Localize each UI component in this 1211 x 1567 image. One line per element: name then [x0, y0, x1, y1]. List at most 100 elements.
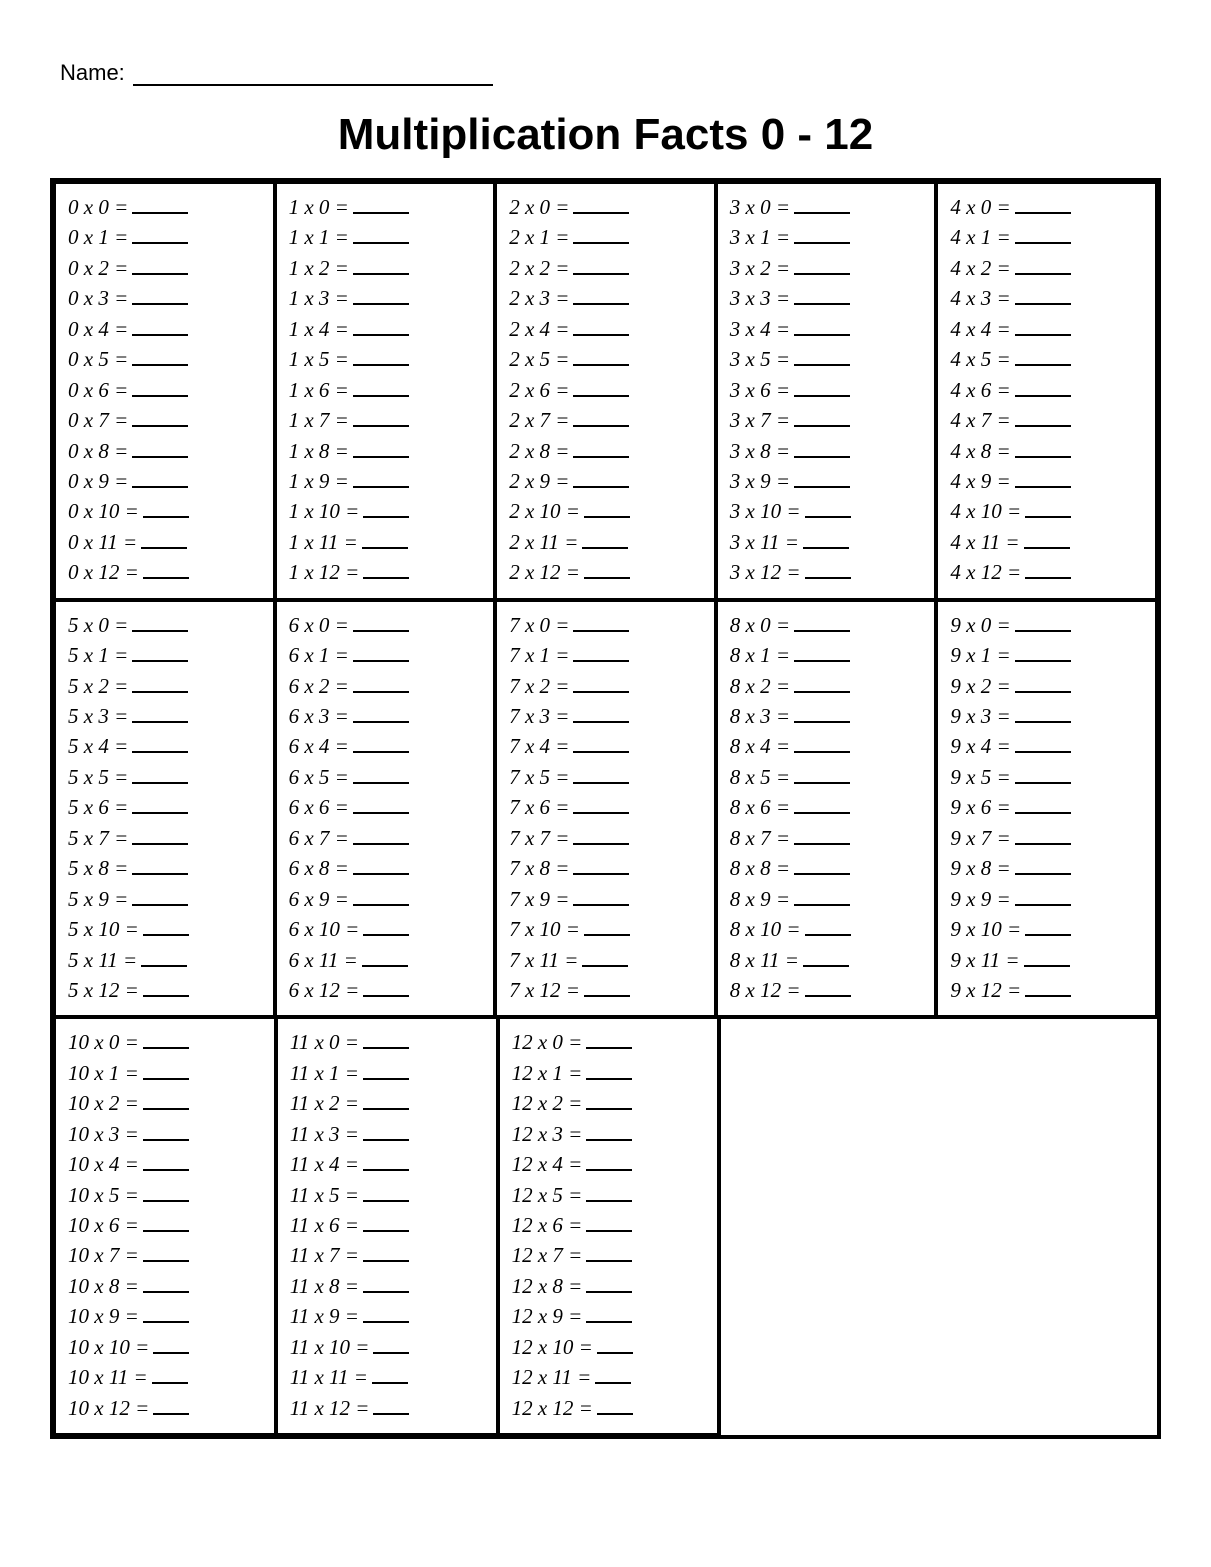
answer-blank[interactable]	[132, 673, 188, 693]
answer-blank[interactable]	[794, 764, 850, 784]
answer-blank[interactable]	[573, 407, 629, 427]
answer-blank[interactable]	[1015, 194, 1071, 214]
answer-blank[interactable]	[132, 194, 188, 214]
answer-blank[interactable]	[353, 734, 409, 754]
answer-blank[interactable]	[353, 764, 409, 784]
answer-blank[interactable]	[573, 377, 629, 397]
answer-blank[interactable]	[363, 1212, 409, 1232]
answer-blank[interactable]	[794, 642, 850, 662]
answer-blank[interactable]	[132, 438, 188, 458]
answer-blank[interactable]	[153, 1395, 189, 1415]
answer-blank[interactable]	[805, 977, 851, 997]
answer-blank[interactable]	[373, 1334, 409, 1354]
answer-blank[interactable]	[132, 825, 188, 845]
answer-blank[interactable]	[584, 977, 630, 997]
answer-blank[interactable]	[141, 529, 187, 549]
answer-blank[interactable]	[132, 255, 188, 275]
answer-blank[interactable]	[586, 1029, 632, 1049]
answer-blank[interactable]	[353, 825, 409, 845]
answer-blank[interactable]	[794, 438, 850, 458]
name-input-line[interactable]	[133, 62, 493, 86]
answer-blank[interactable]	[1024, 529, 1070, 549]
answer-blank[interactable]	[363, 1182, 409, 1202]
answer-blank[interactable]	[1015, 794, 1071, 814]
answer-blank[interactable]	[794, 855, 850, 875]
answer-blank[interactable]	[573, 673, 629, 693]
answer-blank[interactable]	[363, 1151, 409, 1171]
answer-blank[interactable]	[1015, 407, 1071, 427]
answer-blank[interactable]	[362, 947, 408, 967]
answer-blank[interactable]	[582, 529, 628, 549]
answer-blank[interactable]	[353, 642, 409, 662]
answer-blank[interactable]	[132, 407, 188, 427]
answer-blank[interactable]	[1015, 377, 1071, 397]
answer-blank[interactable]	[1015, 612, 1071, 632]
answer-blank[interactable]	[363, 1090, 409, 1110]
answer-blank[interactable]	[363, 916, 409, 936]
answer-blank[interactable]	[794, 825, 850, 845]
answer-blank[interactable]	[573, 346, 629, 366]
answer-blank[interactable]	[363, 1029, 409, 1049]
answer-blank[interactable]	[794, 673, 850, 693]
answer-blank[interactable]	[143, 1151, 189, 1171]
answer-blank[interactable]	[586, 1273, 632, 1293]
answer-blank[interactable]	[353, 673, 409, 693]
answer-blank[interactable]	[143, 1273, 189, 1293]
answer-blank[interactable]	[794, 225, 850, 245]
answer-blank[interactable]	[1015, 642, 1071, 662]
answer-blank[interactable]	[573, 468, 629, 488]
answer-blank[interactable]	[353, 346, 409, 366]
answer-blank[interactable]	[794, 734, 850, 754]
answer-blank[interactable]	[573, 825, 629, 845]
answer-blank[interactable]	[573, 225, 629, 245]
answer-blank[interactable]	[573, 886, 629, 906]
answer-blank[interactable]	[794, 377, 850, 397]
answer-blank[interactable]	[363, 1273, 409, 1293]
answer-blank[interactable]	[1015, 468, 1071, 488]
answer-blank[interactable]	[143, 1182, 189, 1202]
answer-blank[interactable]	[363, 1303, 409, 1323]
answer-blank[interactable]	[1025, 559, 1071, 579]
answer-blank[interactable]	[595, 1364, 631, 1384]
answer-blank[interactable]	[597, 1334, 633, 1354]
answer-blank[interactable]	[1015, 316, 1071, 336]
answer-blank[interactable]	[353, 255, 409, 275]
answer-blank[interactable]	[805, 498, 851, 518]
answer-blank[interactable]	[363, 498, 409, 518]
answer-blank[interactable]	[132, 225, 188, 245]
answer-blank[interactable]	[353, 225, 409, 245]
answer-blank[interactable]	[132, 855, 188, 875]
answer-blank[interactable]	[573, 316, 629, 336]
answer-blank[interactable]	[143, 498, 189, 518]
answer-blank[interactable]	[805, 916, 851, 936]
answer-blank[interactable]	[132, 794, 188, 814]
answer-blank[interactable]	[353, 407, 409, 427]
answer-blank[interactable]	[573, 703, 629, 723]
answer-blank[interactable]	[353, 703, 409, 723]
answer-blank[interactable]	[363, 1060, 409, 1080]
answer-blank[interactable]	[372, 1364, 408, 1384]
answer-blank[interactable]	[573, 642, 629, 662]
answer-blank[interactable]	[573, 438, 629, 458]
answer-blank[interactable]	[586, 1182, 632, 1202]
answer-blank[interactable]	[143, 1243, 189, 1263]
answer-blank[interactable]	[143, 1090, 189, 1110]
answer-blank[interactable]	[132, 285, 188, 305]
answer-blank[interactable]	[1025, 498, 1071, 518]
answer-blank[interactable]	[362, 529, 408, 549]
answer-blank[interactable]	[132, 642, 188, 662]
answer-blank[interactable]	[1015, 438, 1071, 458]
answer-blank[interactable]	[1015, 346, 1071, 366]
answer-blank[interactable]	[1015, 673, 1071, 693]
answer-blank[interactable]	[584, 498, 630, 518]
answer-blank[interactable]	[794, 255, 850, 275]
answer-blank[interactable]	[132, 346, 188, 366]
answer-blank[interactable]	[353, 316, 409, 336]
answer-blank[interactable]	[132, 764, 188, 784]
answer-blank[interactable]	[794, 285, 850, 305]
answer-blank[interactable]	[363, 1243, 409, 1263]
answer-blank[interactable]	[353, 855, 409, 875]
answer-blank[interactable]	[132, 316, 188, 336]
answer-blank[interactable]	[1015, 886, 1071, 906]
answer-blank[interactable]	[582, 947, 628, 967]
